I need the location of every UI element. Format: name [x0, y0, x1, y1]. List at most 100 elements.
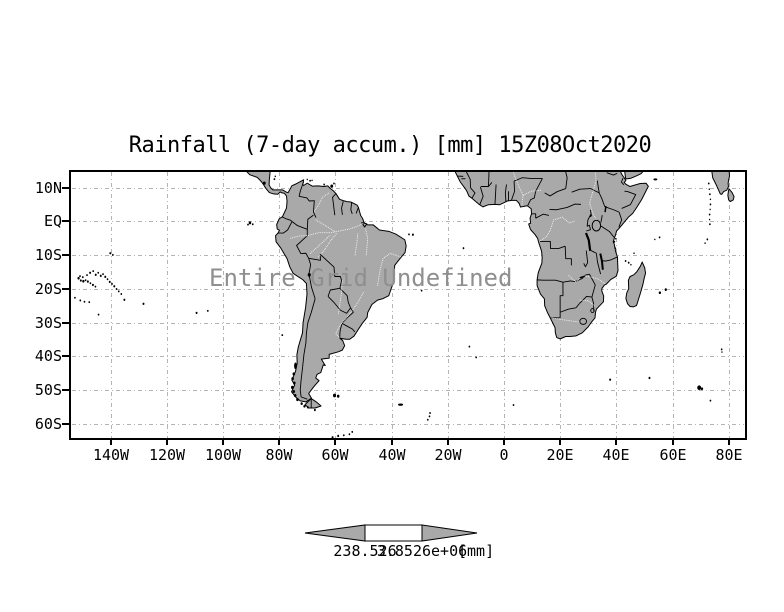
gridline-lon-140w: [111, 172, 112, 438]
lesotho-border: [580, 318, 587, 324]
x-tick: [615, 438, 617, 445]
x-axis-label: 60W: [321, 446, 349, 464]
south-georgia: [398, 403, 404, 406]
falkland-islands: [332, 393, 337, 398]
country-borders: [278, 172, 635, 408]
gridline-lon-60e: [673, 172, 674, 438]
easter-island: [195, 311, 198, 315]
rivers: [290, 172, 606, 338]
gridline-lon-40w: [392, 172, 393, 438]
sri-lanka: [728, 189, 734, 202]
tierra-del-fuego: [305, 399, 321, 408]
plot-title: Rainfall (7-day accum.) [mm] 15Z08Oct202…: [128, 133, 652, 158]
chilean-fjords: [294, 362, 297, 370]
x-tick: [334, 438, 336, 445]
y-tick: [62, 254, 69, 256]
colorbar-min-label: 238.526: [333, 542, 397, 560]
x-axis-label: 80E: [715, 446, 743, 464]
bouvet-island: [512, 403, 515, 406]
madagascar: [626, 262, 646, 307]
y-axis-label: 50S: [34, 381, 62, 399]
x-tick: [672, 438, 674, 445]
y-tick: [62, 187, 69, 189]
africa-landmass: [455, 172, 648, 339]
galapagos: [248, 221, 252, 225]
x-axis-label: 80W: [265, 446, 293, 464]
y-tick: [62, 389, 69, 391]
y-axis-label: 10N: [34, 179, 62, 197]
gridline-lon-80w: [279, 172, 280, 438]
gridline-lon-80e: [729, 172, 730, 438]
y-tick: [62, 322, 69, 324]
gridline-lon-40e: [616, 172, 617, 438]
lake-titicaca: [307, 272, 311, 277]
colorbar-max-label: 3.8526e+06: [376, 542, 468, 560]
islands: [74, 175, 723, 438]
map-frame: [69, 170, 747, 440]
y-axis-label: 40S: [34, 347, 62, 365]
y-axis-label: 30S: [34, 314, 62, 332]
gridline-lat-30s: [72, 323, 744, 324]
arabia-yemen-sliver: [624, 172, 645, 179]
x-tick: [503, 438, 505, 445]
lake-turkana: [605, 206, 606, 212]
x-tick: [278, 438, 280, 445]
x-tick: [391, 438, 393, 445]
y-tick: [62, 355, 69, 357]
gridline-lat-40s: [72, 356, 744, 357]
socotra: [653, 178, 658, 181]
gridline-lat-60s: [72, 424, 744, 425]
y-tick: [62, 220, 69, 222]
x-tick: [447, 438, 449, 445]
colorbar-right-arrow: [421, 524, 478, 542]
y-axis-label: 20S: [34, 280, 62, 298]
y-axis-label: 10S: [34, 246, 62, 264]
grid-undefined-overlay: Entire Grid Undefined: [209, 264, 513, 292]
lake-tanganyika: [586, 233, 590, 251]
lake-albert: [590, 214, 591, 216]
colorbar-mid-box: [364, 524, 423, 542]
gridline-lat-10n: [72, 188, 744, 189]
x-axis-label: 20W: [434, 446, 462, 464]
x-tick: [222, 438, 224, 445]
tristan-da-cunha: [468, 345, 471, 348]
x-axis-label: 120W: [148, 446, 186, 464]
x-tick: [110, 438, 112, 445]
world-map: [74, 172, 745, 438]
x-tick: [728, 438, 730, 445]
gridline-lat-20s: [72, 289, 744, 290]
gridline-lon-20w: [448, 172, 449, 438]
colorbar-units-label: [mm]: [458, 542, 495, 560]
y-tick: [62, 288, 69, 290]
lakes: [262, 181, 606, 278]
y-axis-label: 60S: [34, 415, 62, 433]
x-axis-label: 20E: [546, 446, 574, 464]
gridline-lat-eq: [72, 221, 744, 222]
lake-kariba: [580, 276, 585, 278]
x-axis-label: 40E: [602, 446, 630, 464]
lake-nicaragua: [262, 181, 266, 185]
colorbar: [304, 524, 478, 542]
gridline-lon-0: [504, 172, 505, 438]
lake-malawi: [600, 254, 603, 270]
marajo-island: [362, 223, 367, 227]
x-axis-label: 140W: [92, 446, 130, 464]
y-tick: [62, 423, 69, 425]
x-tick: [166, 438, 168, 445]
x-axis-label: 100W: [204, 446, 242, 464]
x-axis-label: 40W: [378, 446, 406, 464]
x-tick: [559, 438, 561, 445]
lake-victoria: [592, 220, 600, 231]
gridline-lon-100w: [223, 172, 224, 438]
colorbar-left-arrow: [304, 524, 366, 542]
kerguelen: [697, 385, 702, 391]
swaziland-border: [591, 309, 594, 313]
y-axis-label: EQ: [43, 212, 62, 230]
india-southern: [712, 172, 730, 194]
gridline-lat-50s: [72, 390, 744, 391]
gridline-lon-120w: [167, 172, 168, 438]
gridline-lat-10s: [72, 255, 744, 256]
south-america-landmass: [245, 172, 407, 402]
x-axis-label: 0: [499, 446, 509, 464]
